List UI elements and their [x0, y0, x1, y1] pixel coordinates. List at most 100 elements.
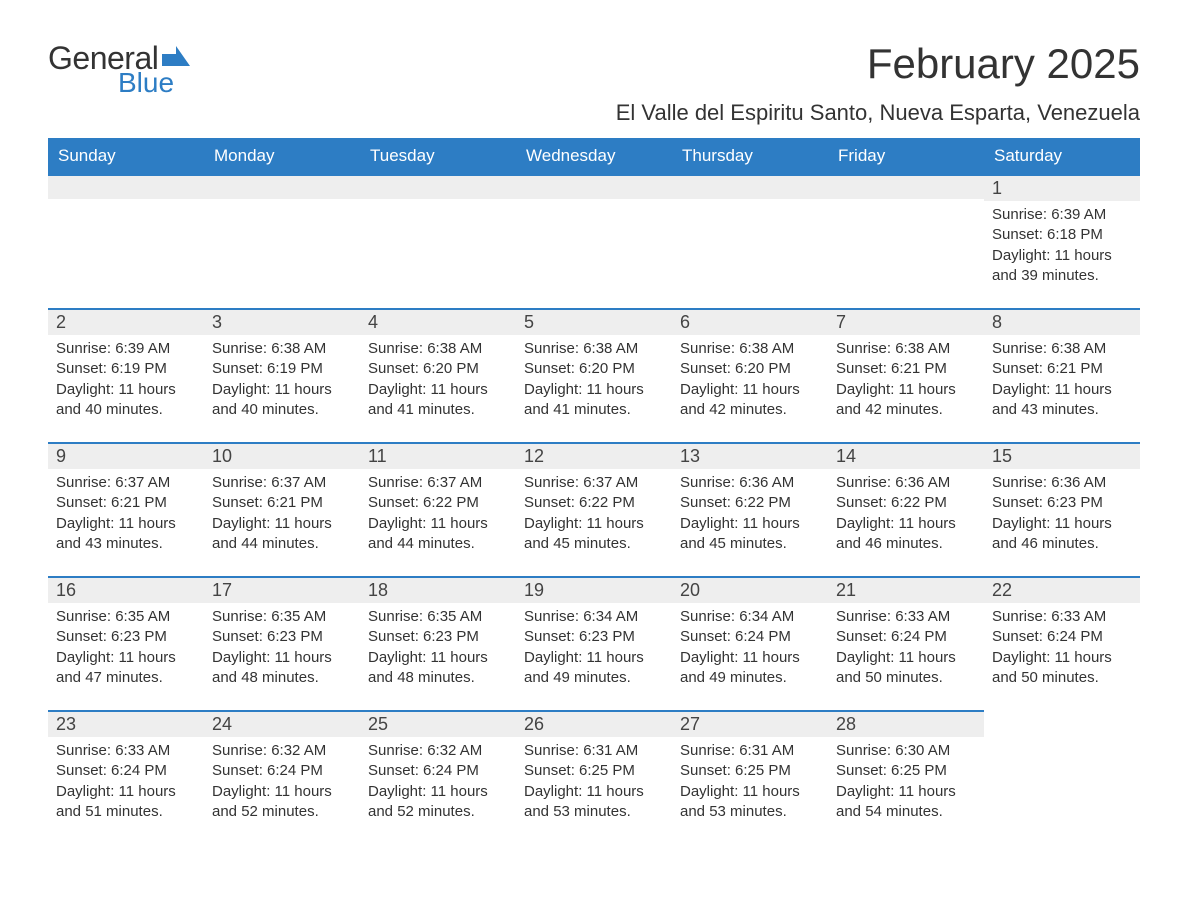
calendar-day: 11Sunrise: 6:37 AMSunset: 6:22 PMDayligh…: [360, 442, 516, 576]
calendar-day: 27Sunrise: 6:31 AMSunset: 6:25 PMDayligh…: [672, 710, 828, 844]
calendar-day: 19Sunrise: 6:34 AMSunset: 6:23 PMDayligh…: [516, 576, 672, 710]
sunset-text: Sunset: 6:20 PM: [368, 359, 508, 379]
sunset-text: Sunset: 6:18 PM: [992, 225, 1132, 245]
daylight-text: Daylight: 11 hours and 49 minutes.: [524, 648, 664, 689]
sunrise-text: Sunrise: 6:32 AM: [368, 741, 508, 761]
sunset-text: Sunset: 6:23 PM: [212, 627, 352, 647]
sunrise-text: Sunrise: 6:36 AM: [992, 473, 1132, 493]
calendar-day: 24Sunrise: 6:32 AMSunset: 6:24 PMDayligh…: [204, 710, 360, 844]
day-body: Sunrise: 6:34 AMSunset: 6:23 PMDaylight:…: [516, 603, 672, 696]
day-number: 15: [984, 442, 1140, 469]
sunrise-text: Sunrise: 6:31 AM: [680, 741, 820, 761]
day-body: Sunrise: 6:38 AMSunset: 6:19 PMDaylight:…: [204, 335, 360, 428]
day-body: Sunrise: 6:38 AMSunset: 6:20 PMDaylight:…: [516, 335, 672, 428]
sunset-text: Sunset: 6:25 PM: [836, 761, 976, 781]
day-number: 17: [204, 576, 360, 603]
daylight-text: Daylight: 11 hours and 53 minutes.: [524, 782, 664, 823]
daylight-text: Daylight: 11 hours and 44 minutes.: [368, 514, 508, 555]
day-header: Thursday: [672, 138, 828, 174]
day-body: Sunrise: 6:37 AMSunset: 6:22 PMDaylight:…: [360, 469, 516, 562]
calendar-day: 17Sunrise: 6:35 AMSunset: 6:23 PMDayligh…: [204, 576, 360, 710]
day-header-row: SundayMondayTuesdayWednesdayThursdayFrid…: [48, 138, 1140, 174]
sunset-text: Sunset: 6:24 PM: [212, 761, 352, 781]
daynum-empty: [204, 174, 360, 199]
calendar-week: 16Sunrise: 6:35 AMSunset: 6:23 PMDayligh…: [48, 576, 1140, 710]
sunrise-text: Sunrise: 6:32 AM: [212, 741, 352, 761]
day-body: Sunrise: 6:35 AMSunset: 6:23 PMDaylight:…: [204, 603, 360, 696]
day-body: Sunrise: 6:33 AMSunset: 6:24 PMDaylight:…: [828, 603, 984, 696]
daylight-text: Daylight: 11 hours and 41 minutes.: [368, 380, 508, 421]
day-number: 6: [672, 308, 828, 335]
calendar-day-empty: [48, 174, 204, 308]
month-title: February 2025: [616, 40, 1140, 88]
day-number: 26: [516, 710, 672, 737]
day-body: Sunrise: 6:37 AMSunset: 6:21 PMDaylight:…: [48, 469, 204, 562]
day-number: 20: [672, 576, 828, 603]
day-number: 21: [828, 576, 984, 603]
calendar-day: 22Sunrise: 6:33 AMSunset: 6:24 PMDayligh…: [984, 576, 1140, 710]
sunrise-text: Sunrise: 6:37 AM: [524, 473, 664, 493]
sunset-text: Sunset: 6:22 PM: [524, 493, 664, 513]
daylight-text: Daylight: 11 hours and 43 minutes.: [992, 380, 1132, 421]
day-number: 14: [828, 442, 984, 469]
calendar-day: 21Sunrise: 6:33 AMSunset: 6:24 PMDayligh…: [828, 576, 984, 710]
sunset-text: Sunset: 6:21 PM: [212, 493, 352, 513]
day-number: 27: [672, 710, 828, 737]
sunset-text: Sunset: 6:24 PM: [836, 627, 976, 647]
daylight-text: Daylight: 11 hours and 45 minutes.: [524, 514, 664, 555]
sunset-text: Sunset: 6:25 PM: [524, 761, 664, 781]
daynum-empty: [360, 174, 516, 199]
calendar-day: 6Sunrise: 6:38 AMSunset: 6:20 PMDaylight…: [672, 308, 828, 442]
daynum-empty: [48, 174, 204, 199]
sunrise-text: Sunrise: 6:39 AM: [992, 205, 1132, 225]
calendar-day-empty: [672, 174, 828, 308]
calendar-day: 28Sunrise: 6:30 AMSunset: 6:25 PMDayligh…: [828, 710, 984, 844]
day-body: Sunrise: 6:38 AMSunset: 6:21 PMDaylight:…: [984, 335, 1140, 428]
calendar-day: 12 Sunrise: 6:37 AMSunset: 6:22 PMDayligh…: [516, 442, 672, 576]
day-body: Sunrise: 6:38 AMSunset: 6:21 PMDaylight:…: [828, 335, 984, 428]
location: El Valle del Espiritu Santo, Nueva Espar…: [616, 100, 1140, 126]
day-number: 7: [828, 308, 984, 335]
daylight-text: Daylight: 11 hours and 45 minutes.: [680, 514, 820, 555]
sunset-text: Sunset: 6:21 PM: [836, 359, 976, 379]
day-body: Sunrise: 6:31 AMSunset: 6:25 PMDaylight:…: [672, 737, 828, 830]
calendar-day-empty: [984, 710, 1140, 844]
day-number: 24: [204, 710, 360, 737]
title-block: February 2025 El Valle del Espiritu Sant…: [616, 40, 1140, 126]
daynum-empty: [828, 174, 984, 199]
day-number: 22: [984, 576, 1140, 603]
daylight-text: Daylight: 11 hours and 52 minutes.: [368, 782, 508, 823]
daylight-text: Daylight: 11 hours and 46 minutes.: [992, 514, 1132, 555]
sunrise-text: Sunrise: 6:33 AM: [992, 607, 1132, 627]
sunrise-text: Sunrise: 6:39 AM: [56, 339, 196, 359]
daylight-text: Daylight: 11 hours and 51 minutes.: [56, 782, 196, 823]
daylight-text: Daylight: 11 hours and 42 minutes.: [680, 380, 820, 421]
sunset-text: Sunset: 6:23 PM: [992, 493, 1132, 513]
sunrise-text: Sunrise: 6:31 AM: [524, 741, 664, 761]
logo: General Blue: [48, 40, 190, 99]
daylight-text: Daylight: 11 hours and 39 minutes.: [992, 246, 1132, 287]
calendar-day: 18Sunrise: 6:35 AMSunset: 6:23 PMDayligh…: [360, 576, 516, 710]
calendar-day: 14Sunrise: 6:36 AMSunset: 6:22 PMDayligh…: [828, 442, 984, 576]
day-number: 19: [516, 576, 672, 603]
day-number: 9: [48, 442, 204, 469]
calendar-day: 9Sunrise: 6:37 AMSunset: 6:21 PMDaylight…: [48, 442, 204, 576]
sunrise-text: Sunrise: 6:35 AM: [212, 607, 352, 627]
day-number: 12: [516, 442, 672, 469]
sunrise-text: Sunrise: 6:36 AM: [836, 473, 976, 493]
day-number: 18: [360, 576, 516, 603]
calendar-day: 25Sunrise: 6:32 AMSunset: 6:24 PMDayligh…: [360, 710, 516, 844]
day-number: 13: [672, 442, 828, 469]
day-body: Sunrise: 6:33 AMSunset: 6:24 PMDaylight:…: [984, 603, 1140, 696]
sunset-text: Sunset: 6:19 PM: [212, 359, 352, 379]
header: General Blue February 2025 El Valle del …: [48, 40, 1140, 126]
sunset-text: Sunset: 6:19 PM: [56, 359, 196, 379]
sunset-text: Sunset: 6:24 PM: [992, 627, 1132, 647]
day-header: Wednesday: [516, 138, 672, 174]
day-body: Sunrise: 6:33 AMSunset: 6:24 PMDaylight:…: [48, 737, 204, 830]
day-number: 4: [360, 308, 516, 335]
daylight-text: Daylight: 11 hours and 43 minutes.: [56, 514, 196, 555]
daylight-text: Daylight: 11 hours and 46 minutes.: [836, 514, 976, 555]
sunset-text: Sunset: 6:24 PM: [368, 761, 508, 781]
calendar-day: 20Sunrise: 6:34 AMSunset: 6:24 PMDayligh…: [672, 576, 828, 710]
